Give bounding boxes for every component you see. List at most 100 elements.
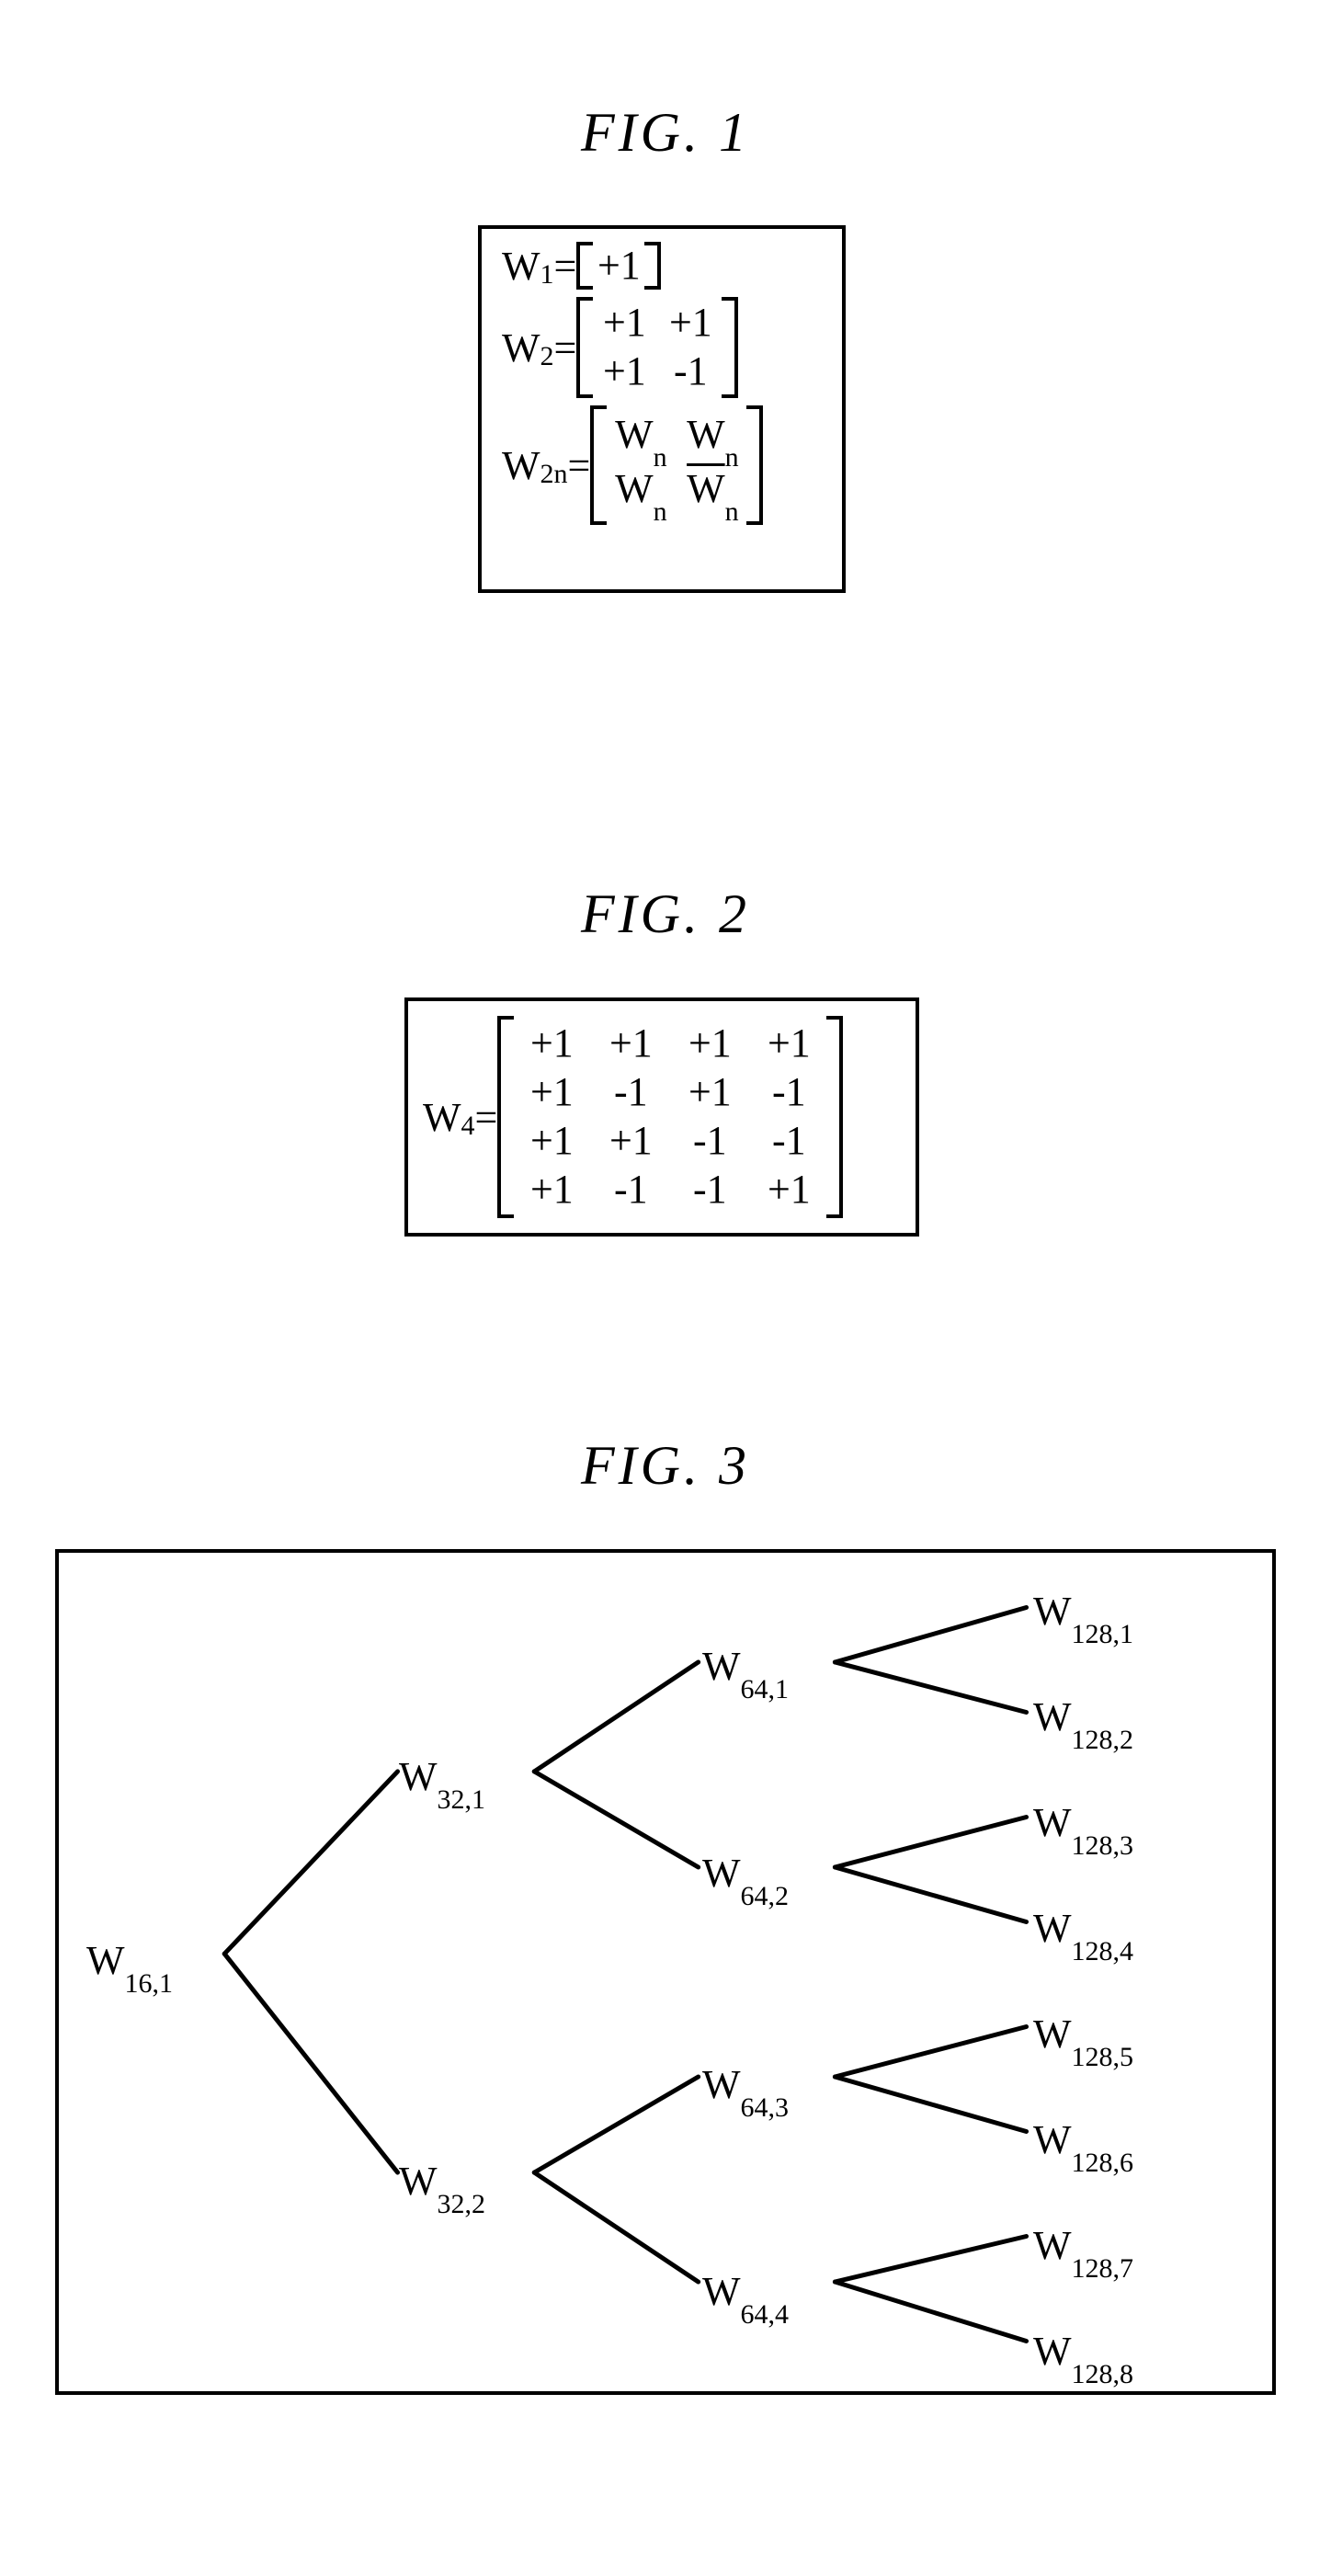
bracket-right: [646, 242, 661, 290]
tree-edge: [835, 1662, 1026, 1713]
tree-edge: [835, 2236, 1026, 2282]
fig2-title: FIG. 2: [0, 883, 1331, 946]
tree-node-sub: 128,7: [1072, 2253, 1134, 2284]
w1-matrix: +1: [591, 242, 646, 290]
tree-node-w128_1: W128,1: [1033, 1588, 1133, 1641]
w2n-cell: Wn: [677, 411, 748, 465]
tree-edge: [835, 1867, 1026, 1921]
tree-node-base: W: [1033, 1800, 1072, 1845]
w4-cell: -1: [749, 1068, 828, 1117]
w4-cell: -1: [591, 1068, 670, 1117]
bracket-left: [497, 1016, 512, 1218]
bracket-right: [748, 405, 763, 525]
tree-node-sub: 128,3: [1072, 1830, 1134, 1861]
fig1-box: W1= +1 W2= +1 +1 +1 -1: [478, 225, 846, 593]
w4-lhs-base: W: [423, 1094, 461, 1141]
w4-cell: -1: [749, 1117, 828, 1166]
tree-node-w128_4: W128,4: [1033, 1905, 1133, 1958]
equals: =: [554, 243, 577, 290]
equals: =: [475, 1094, 498, 1141]
w4-cell: +1: [512, 1020, 591, 1068]
w2-cell: +1: [591, 299, 657, 348]
w4-cell: +1: [591, 1020, 670, 1068]
tree-edge: [224, 1954, 397, 2172]
tree-node-sub: 64,3: [741, 2092, 790, 2123]
w2-cell: +1: [591, 348, 657, 396]
w2n-cell: Wn: [605, 411, 677, 465]
tree-node-w128_5: W128,5: [1033, 2011, 1133, 2064]
tree-node-w64_3: W64,3: [702, 2061, 789, 2114]
tree-node-w64_1: W64,1: [702, 1643, 789, 1696]
w4-cell: +1: [670, 1068, 749, 1117]
tree-node-sub: 128,4: [1072, 1936, 1134, 1966]
w4-cell: +1: [512, 1068, 591, 1117]
tree-edge: [224, 1772, 397, 1954]
tree-edge: [534, 2077, 698, 2172]
tree-node-sub: 128,8: [1072, 2359, 1134, 2389]
tree-node-base: W: [1033, 2012, 1072, 2057]
w2-lhs-base: W: [502, 325, 540, 371]
w2n-matrix: WnWnWnWn: [605, 405, 748, 525]
tree-edge: [835, 1817, 1026, 1867]
equals: =: [554, 325, 577, 371]
tree-node-sub: 128,6: [1072, 2148, 1134, 2178]
tree-node-sub: 64,1: [741, 1674, 790, 1704]
tree-node-base: W: [702, 2062, 741, 2107]
tree-node-base: W: [702, 1851, 741, 1896]
tree-edge: [835, 1607, 1026, 1661]
bracket-right: [723, 297, 738, 398]
tree-node-base: W: [1033, 2223, 1072, 2268]
fig1-eq-w2n: W2n= WnWnWnWn: [502, 405, 822, 525]
tree-node-w32_1: W32,1: [399, 1753, 485, 1807]
fig3-title: FIG. 3: [0, 1434, 1331, 1498]
tree-node-w128_6: W128,6: [1033, 2116, 1133, 2170]
tree-node-base: W: [702, 2269, 741, 2314]
tree-edge: [835, 2026, 1026, 2077]
tree-node-base: W: [1033, 2329, 1072, 2374]
tree-node-sub: 64,2: [741, 1881, 790, 1911]
w2-matrix: +1 +1 +1 -1: [591, 297, 723, 398]
tree-node-base: W: [1033, 2117, 1072, 2162]
tree-node-base: W: [86, 1938, 125, 1983]
tree-node-base: W: [399, 2159, 438, 2204]
tree-node-w128_3: W128,3: [1033, 1799, 1133, 1852]
tree-node-sub: 16,1: [125, 1968, 174, 1999]
tree-node-base: W: [702, 1644, 741, 1689]
bracket-right: [828, 1016, 843, 1218]
tree-node-sub: 128,1: [1072, 1619, 1134, 1649]
w4-cell: +1: [512, 1166, 591, 1214]
fig1-eq-w2: W2= +1 +1 +1 -1: [502, 297, 822, 398]
tree-edge: [835, 2077, 1026, 2131]
w2-cell: -1: [657, 348, 723, 396]
fig1-title: FIG. 1: [0, 101, 1331, 165]
w4-lhs-sub: 4: [461, 1111, 475, 1142]
tree-node-sub: 128,2: [1072, 1725, 1134, 1755]
bracket-left: [590, 405, 605, 525]
tree-edge: [835, 2282, 1026, 2341]
equals: =: [568, 442, 591, 489]
w2n-lhs-base: W: [502, 442, 540, 489]
tree-node-sub: 64,4: [741, 2299, 790, 2330]
tree-node-base: W: [1033, 1694, 1072, 1739]
tree-node-w128_2: W128,2: [1033, 1693, 1133, 1747]
w1-cell: +1: [591, 242, 646, 291]
w1-lhs-base: W: [502, 243, 540, 290]
w2-cell: +1: [657, 299, 723, 348]
w4-cell: +1: [749, 1166, 828, 1214]
w2-lhs-sub: 2: [540, 341, 554, 372]
w4-cell: -1: [670, 1117, 749, 1166]
tree-edge: [534, 2172, 698, 2282]
fig3-box: W16,1W32,1W32,2W64,1W64,2W64,3W64,4W128,…: [55, 1549, 1276, 2395]
w4-cell: +1: [670, 1020, 749, 1068]
w2n-lhs-sub: 2n: [540, 459, 568, 490]
w4-cell: +1: [591, 1117, 670, 1166]
fig1-eq-w1: W1= +1: [502, 242, 822, 290]
w1-lhs-sub: 1: [540, 259, 554, 291]
fig2-box: W4= +1+1+1+1+1-1+1-1+1+1-1-1+1-1-1+1: [404, 997, 919, 1237]
w4-cell: -1: [591, 1166, 670, 1214]
tree-node-base: W: [1033, 1589, 1072, 1634]
bracket-left: [576, 297, 591, 398]
w4-cell: -1: [670, 1166, 749, 1214]
tree-node-sub: 128,5: [1072, 2042, 1134, 2072]
tree-node-base: W: [399, 1754, 438, 1799]
